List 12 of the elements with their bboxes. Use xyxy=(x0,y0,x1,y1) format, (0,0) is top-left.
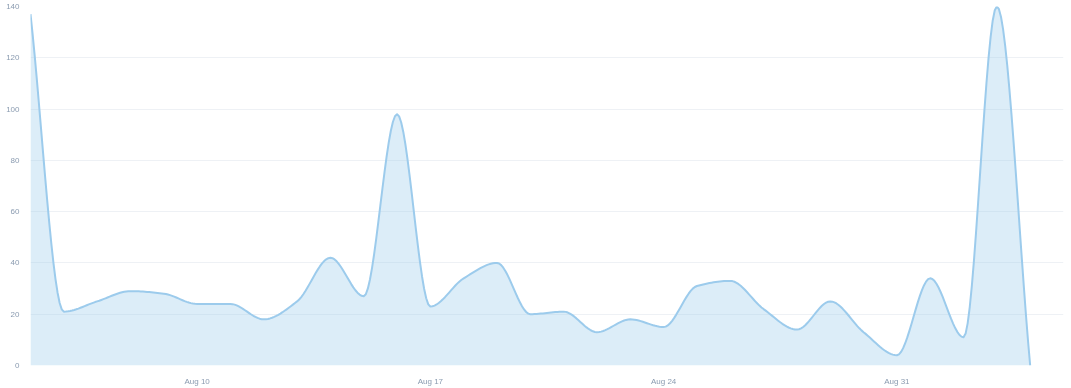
y-tick-label: 60 xyxy=(10,207,21,217)
y-tick-label: 80 xyxy=(10,155,21,165)
x-tick-label: Aug 10 xyxy=(184,376,211,386)
x-tick-label: Aug 24 xyxy=(650,376,677,386)
y-tick-label: 20 xyxy=(10,309,21,319)
y-tick-label: 120 xyxy=(6,53,21,63)
x-tick-label: Aug 17 xyxy=(417,376,444,386)
x-tick-label: Aug 31 xyxy=(884,376,911,386)
y-tick-label: 0 xyxy=(15,361,21,370)
y-tick-label: 40 xyxy=(10,258,21,268)
y-tick-label: 100 xyxy=(6,104,21,114)
y-tick-label: 140 xyxy=(6,2,21,11)
